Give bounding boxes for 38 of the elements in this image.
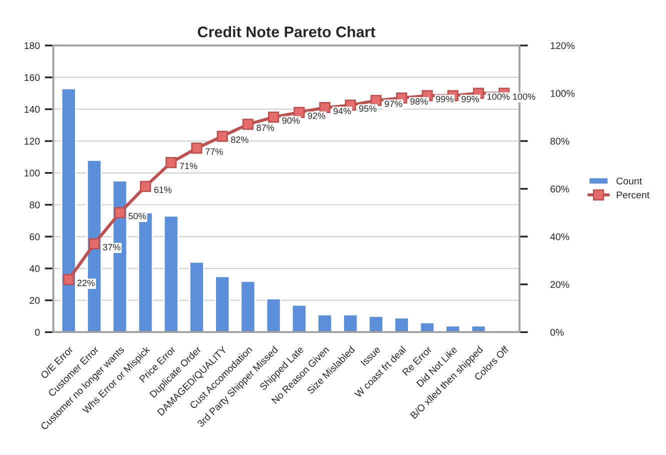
y-tick-label: 100: [24, 170, 40, 177]
data-label: 22%: [77, 280, 95, 286]
data-label: 99%: [436, 96, 454, 102]
data-label: 98%: [410, 98, 428, 105]
y2-tick-label: 80%: [550, 138, 570, 145]
data-label: 87%: [256, 124, 274, 131]
y-tick-label: 60: [30, 233, 40, 240]
y2-tick-label: 40%: [550, 233, 570, 240]
data-label: 97%: [384, 100, 402, 108]
y-tick-label: 0: [35, 328, 40, 336]
y-tick-label: 160: [24, 74, 40, 81]
y2-tick-label: 100%: [550, 90, 575, 97]
data-label: 37%: [102, 244, 120, 250]
data-label: 90%: [282, 117, 300, 124]
y2-tick-label: 120%: [550, 42, 575, 50]
data-label: 71%: [180, 162, 198, 170]
data-label: 61%: [154, 186, 172, 194]
data-label: 94%: [334, 108, 351, 114]
y-tick-label: 80: [30, 201, 40, 208]
y-tick-label: 120: [24, 138, 40, 145]
data-label: 100%: [488, 93, 510, 100]
data-label: 99%: [462, 96, 479, 102]
data-label: 100%: [513, 93, 536, 100]
data-label: 82%: [231, 136, 248, 143]
data-label: 95%: [359, 105, 376, 112]
legend-label: Count: [616, 178, 642, 184]
chart-title: Credit Note Pareto Chart: [198, 26, 376, 38]
y2-tick-label: 20%: [550, 281, 570, 288]
data-label: 50%: [128, 212, 146, 220]
legend-label: Percent: [616, 192, 650, 198]
data-label: 92%: [308, 112, 326, 119]
y-tick-label: 40: [29, 265, 40, 272]
y2-tick-label: 60%: [550, 186, 570, 192]
y-tick-label: 180: [24, 42, 40, 50]
y2-tick-label: 0%: [550, 328, 564, 336]
data-label: 77%: [206, 148, 223, 155]
y-tick-label: 140: [24, 106, 40, 113]
y-tick-label: 20: [30, 297, 40, 304]
